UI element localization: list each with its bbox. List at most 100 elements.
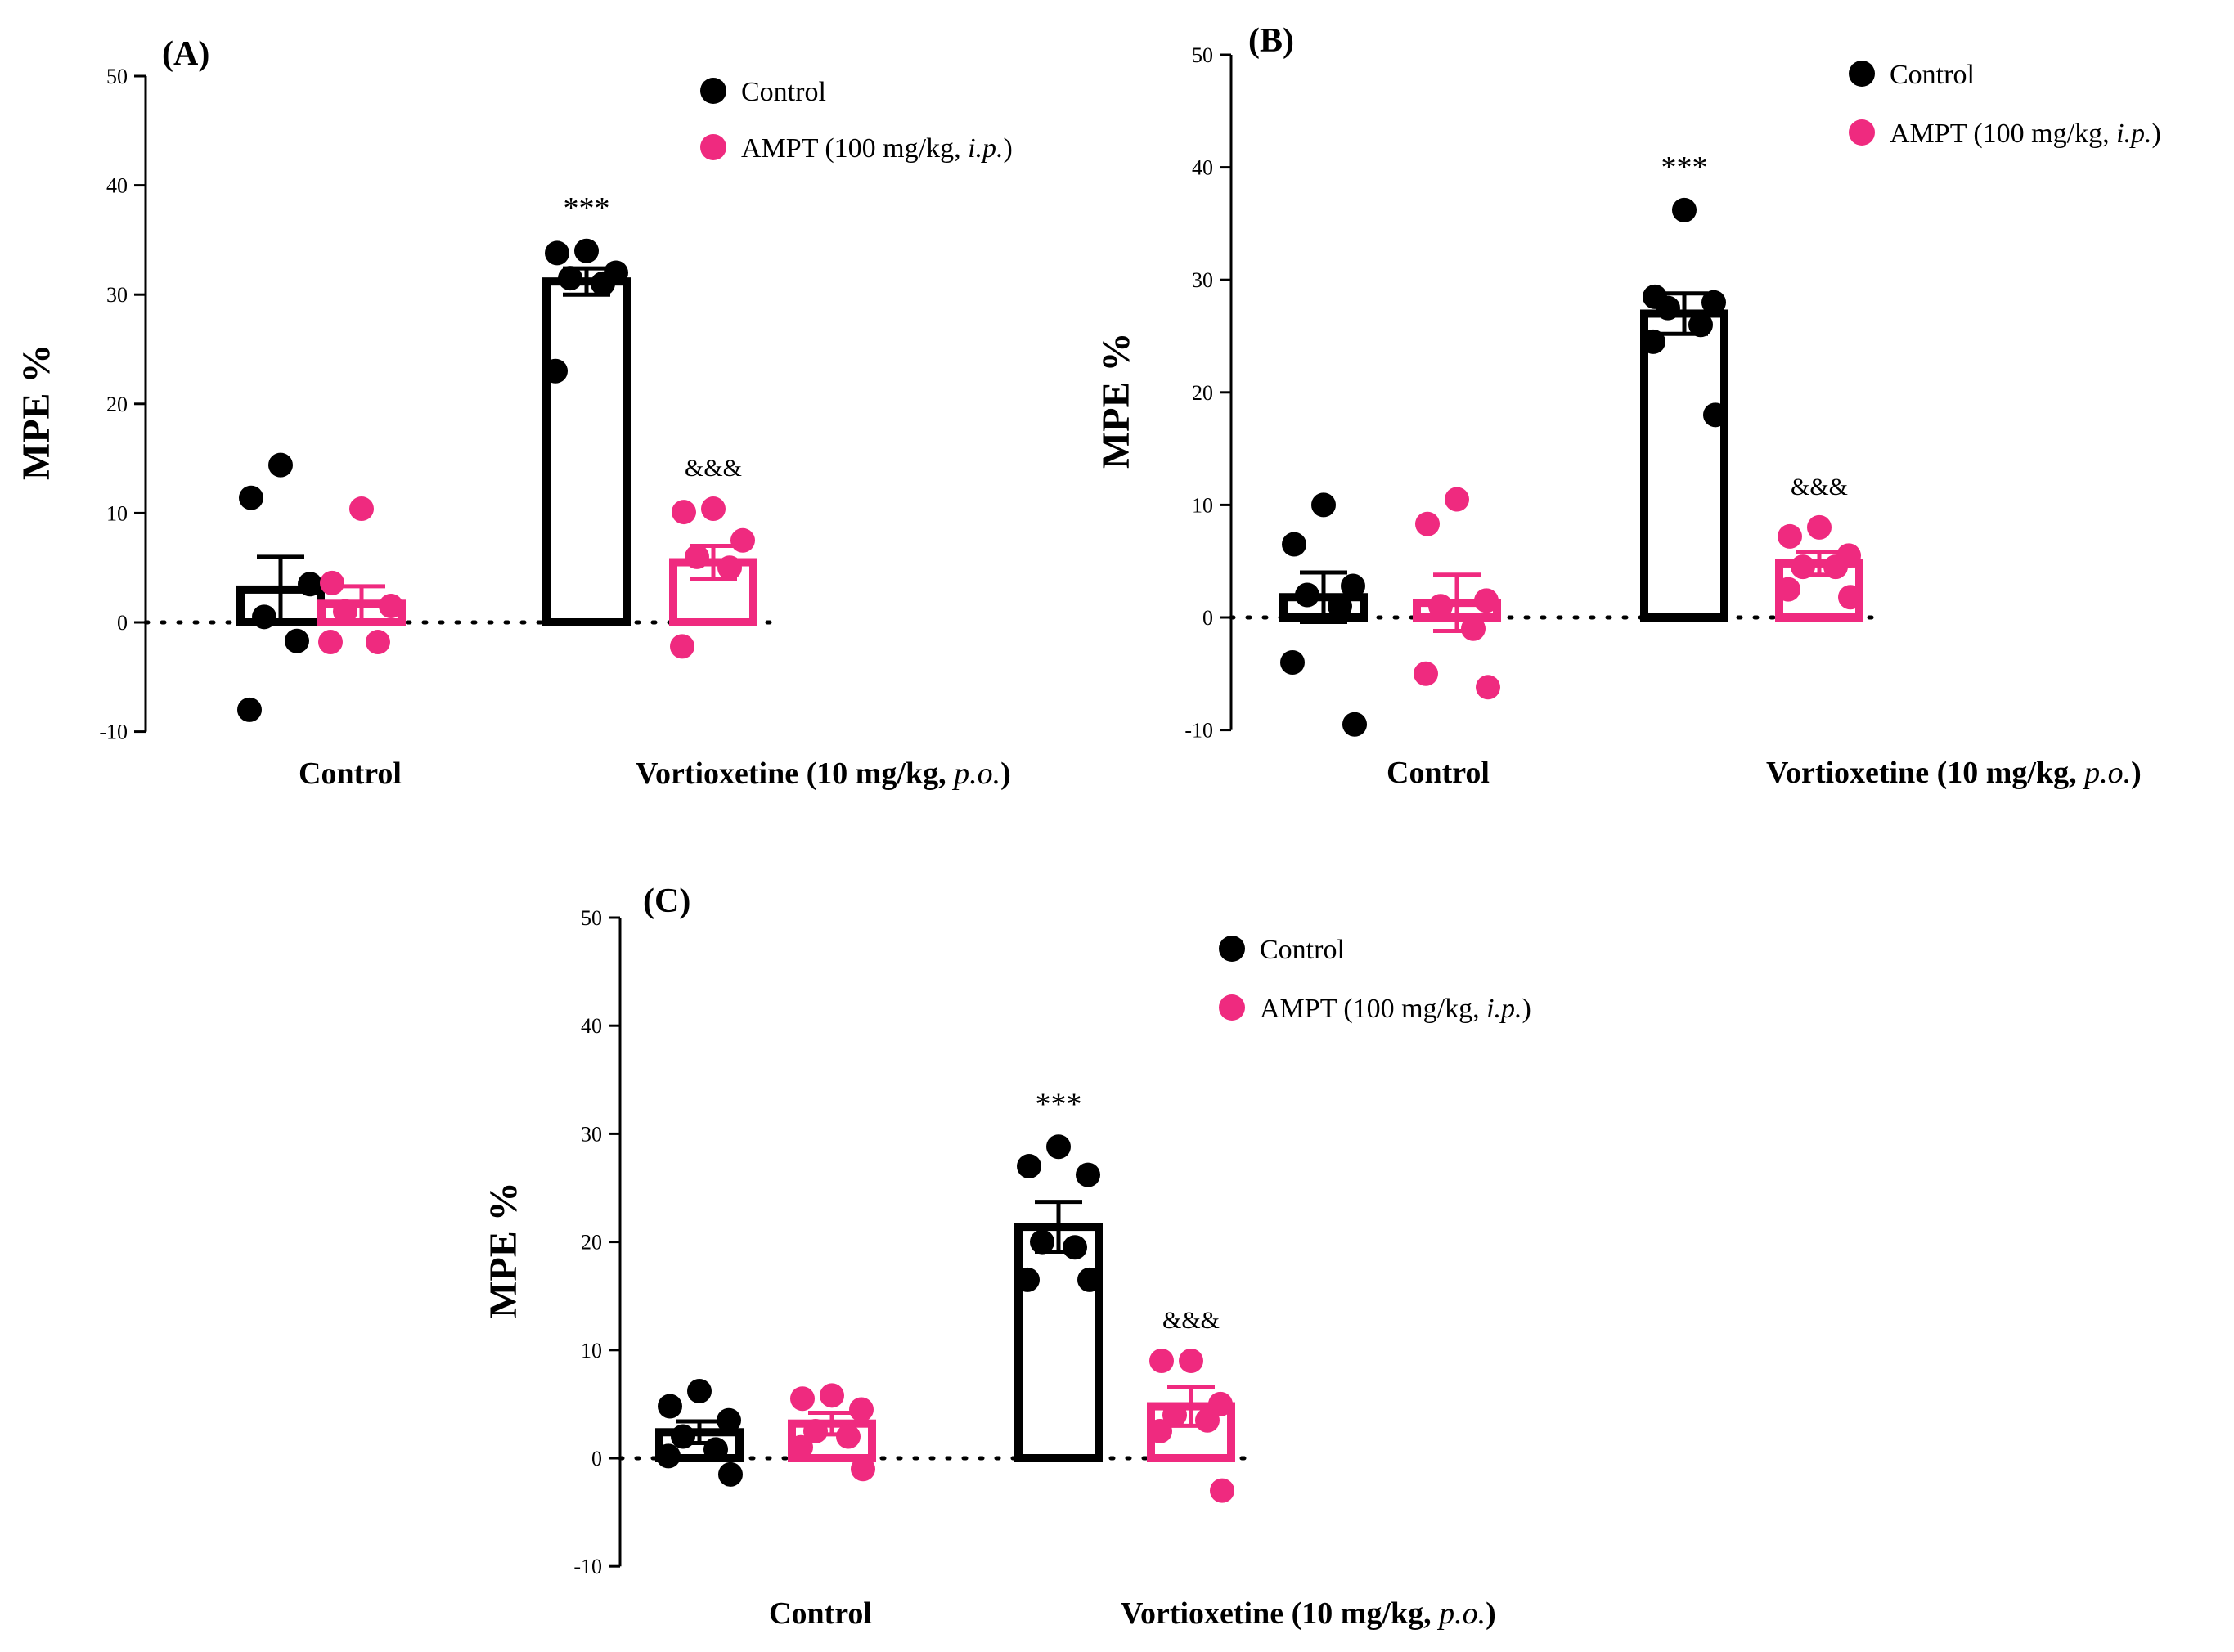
significance-label: &&&: [1162, 1307, 1220, 1334]
panel-title: (B): [1248, 22, 1294, 60]
y-tick-label: 20: [106, 393, 128, 416]
significance-label: &&&: [1791, 474, 1848, 501]
data-point: [1282, 532, 1306, 557]
y-tick-label: 20: [1192, 381, 1213, 405]
legend-marker: [700, 134, 726, 160]
data-point: [1341, 573, 1365, 599]
data-point: [685, 544, 709, 569]
legend-label: Control: [1260, 935, 1345, 965]
data-point: [268, 452, 293, 478]
data-point: [789, 1434, 813, 1460]
y-tick-label: -10: [99, 721, 128, 744]
y-tick-label: 30: [106, 283, 128, 307]
data-point: [730, 527, 755, 553]
data-point: [1838, 585, 1863, 610]
data-point: [574, 238, 599, 263]
data-point: [1063, 1235, 1087, 1260]
y-tick-label: 10: [581, 1339, 602, 1362]
data-point: [670, 634, 694, 659]
chart-panel-c: -10 0 10 20 30 40 50 MPE % (C) Control Vortioxetin…: [482, 882, 1531, 1631]
data-point: [1414, 661, 1438, 686]
data-point: [379, 593, 403, 618]
y-tick-label: 10: [1192, 493, 1213, 517]
data-point: [1688, 312, 1713, 338]
data-point: [1807, 514, 1832, 540]
y-tick-label: 30: [1192, 268, 1213, 292]
data-point: [366, 630, 390, 655]
data-point: [718, 1461, 743, 1487]
chart-panel-b: -10 0 10 20 30 40 50 MPE % (B) Control Vortioxetin…: [1095, 22, 2161, 790]
data-point: [543, 358, 568, 384]
y-tick-label: -10: [1184, 719, 1213, 743]
data-point: [1791, 554, 1815, 580]
data-point: [545, 240, 569, 266]
data-point: [1641, 329, 1665, 354]
data-point: [237, 697, 262, 722]
data-point: [1823, 554, 1848, 580]
data-point: [656, 1443, 681, 1469]
data-point: [1311, 492, 1336, 518]
legend-marker: [1849, 61, 1875, 87]
data-point: [252, 604, 276, 630]
category-label: Vortioxetine (10 mg/kg, p.o.): [1121, 1596, 1496, 1631]
data-point: [658, 1394, 682, 1419]
y-tick-label: 0: [591, 1447, 602, 1470]
legend-marker: [1219, 994, 1245, 1021]
legend-marker: [700, 78, 726, 104]
data-point: [1701, 290, 1726, 315]
y-tick-label: 40: [581, 1014, 602, 1038]
data-point: [1179, 1349, 1203, 1374]
data-point: [1195, 1407, 1220, 1433]
data-point: [1656, 295, 1680, 321]
data-point: [1672, 197, 1697, 222]
y-tick-label: 0: [1202, 606, 1213, 630]
data-point: [701, 496, 726, 522]
data-point: [285, 628, 309, 653]
data-point: [1703, 402, 1728, 428]
y-tick-label: 50: [1192, 43, 1213, 67]
data-point: [1210, 1478, 1234, 1503]
y-tick-label: 40: [1192, 156, 1213, 180]
legend-marker: [1849, 119, 1875, 146]
data-point: [239, 485, 263, 510]
data-point: [836, 1424, 861, 1449]
data-point: [1476, 675, 1500, 700]
data-point: [851, 1457, 875, 1482]
data-point: [1328, 594, 1352, 619]
legend-label: Control: [1890, 60, 1975, 90]
y-tick-label: 20: [581, 1231, 602, 1255]
significance-label: ***: [1036, 1087, 1082, 1121]
data-point: [717, 555, 742, 581]
category-label: Vortioxetine (10 mg/kg, p.o.): [636, 756, 1011, 791]
legend-marker: [1219, 936, 1245, 962]
significance-label: ***: [564, 191, 610, 226]
bar: [542, 277, 631, 626]
data-point: [1149, 1349, 1174, 1374]
legend-label: AMPT (100 mg/kg, i.p.): [1260, 994, 1531, 1024]
data-point: [1148, 1418, 1172, 1443]
data-point: [1778, 523, 1802, 549]
data-point: [1461, 616, 1486, 641]
data-point: [349, 496, 374, 522]
data-point: [1428, 594, 1453, 619]
data-point: [703, 1437, 728, 1462]
y-tick-label: 40: [106, 174, 128, 198]
data-point: [318, 630, 343, 655]
data-point: [803, 1418, 828, 1443]
y-tick-label: 50: [106, 65, 128, 88]
y-axis-label: MPE %: [482, 1182, 525, 1318]
data-point: [298, 572, 322, 597]
data-point: [1046, 1134, 1071, 1160]
data-point: [687, 1379, 712, 1404]
bar: [1640, 309, 1728, 622]
significance-label: &&&: [685, 455, 742, 482]
data-point: [1776, 577, 1800, 602]
panel-title: (A): [162, 35, 209, 73]
data-point: [820, 1383, 844, 1408]
data-point: [1295, 582, 1319, 608]
data-point: [1342, 712, 1367, 737]
category-label: Control: [769, 1596, 872, 1631]
y-axis-label: MPE %: [1095, 332, 1138, 469]
data-point: [790, 1386, 815, 1412]
